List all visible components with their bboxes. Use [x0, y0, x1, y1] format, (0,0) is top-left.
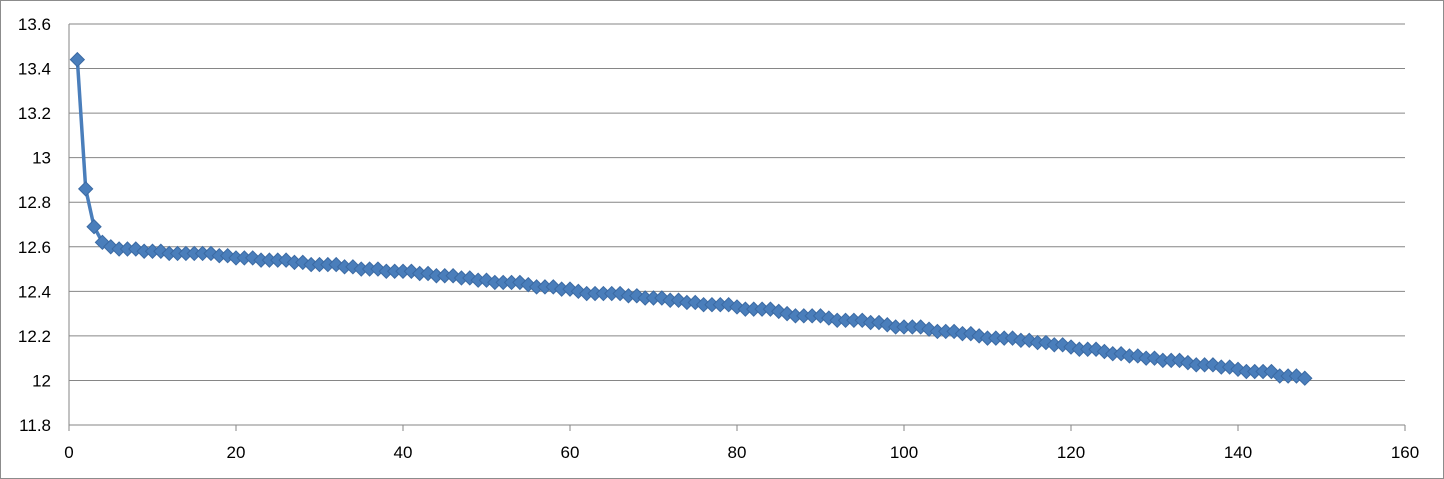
y-tick-label: 13.4	[18, 60, 51, 79]
x-tick-label: 40	[394, 443, 413, 462]
data-point-marker	[69, 51, 86, 68]
data-point-marker	[219, 247, 236, 264]
x-tick-label: 80	[728, 443, 747, 462]
y-tick-label: 12.6	[18, 238, 51, 257]
x-tick-label: 20	[227, 443, 246, 462]
x-tick-label: 120	[1057, 443, 1085, 462]
y-tick-label: 12.2	[18, 327, 51, 346]
x-tick-label: 0	[64, 443, 73, 462]
y-tick-label: 12.8	[18, 193, 51, 212]
y-tick-label: 13	[32, 149, 51, 168]
x-tick-label: 60	[561, 443, 580, 462]
y-tick-label: 13.6	[18, 15, 51, 34]
data-point-marker	[1297, 370, 1313, 386]
y-tick-label: 12.4	[18, 282, 51, 301]
y-tick-label: 13.2	[18, 104, 51, 123]
y-tick-label: 12	[32, 371, 51, 390]
x-tick-label: 140	[1224, 443, 1252, 462]
data-point-marker	[244, 250, 261, 266]
data-point-marker	[77, 181, 94, 197]
x-tick-label: 160	[1391, 443, 1419, 462]
y-tick-label: 11.8	[19, 416, 51, 435]
series-line	[75, 59, 1306, 380]
data-point-marker	[203, 245, 219, 262]
data-point-marker	[86, 219, 102, 235]
x-tick-label: 100	[890, 443, 918, 462]
